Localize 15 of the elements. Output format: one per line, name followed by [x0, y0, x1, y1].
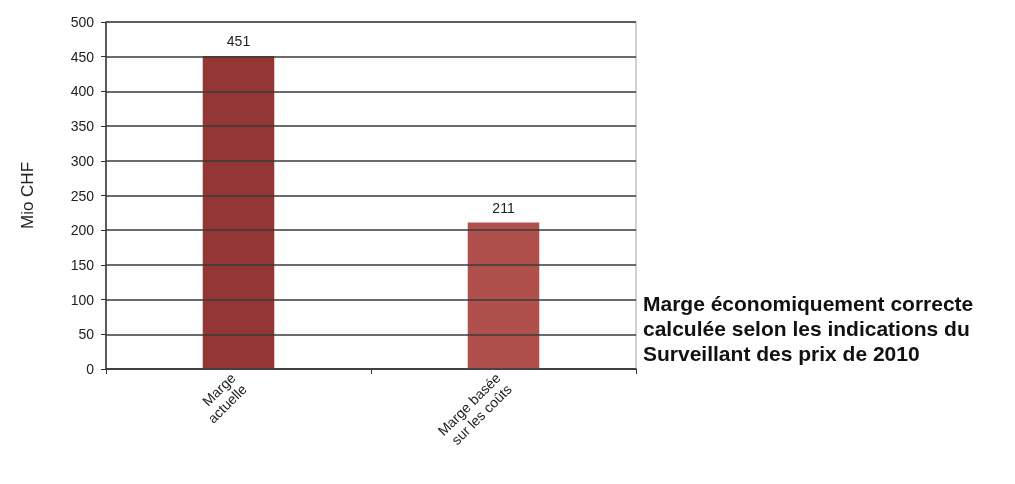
data-label: 211	[492, 199, 515, 216]
y-tick-label: 350	[70, 118, 95, 135]
y-tick-label: 0	[86, 361, 95, 377]
data-label: 451	[226, 33, 251, 50]
y-tick-label: 100	[70, 291, 95, 308]
y-tick-label: 250	[70, 187, 95, 204]
y-tick-label: 400	[70, 83, 95, 100]
y-tick-label: 300	[70, 152, 95, 169]
y-tick-label: 500	[70, 14, 95, 30]
y-axis-title: Mio CHF	[18, 161, 37, 230]
text: Marge économiquement correcte calculée selon les indications du Surveillant des prix de 2010	[643, 292, 980, 365]
y-tick-label: 50	[78, 326, 95, 343]
y-tick-label: 450	[70, 48, 95, 65]
y-tick-label: 150	[70, 256, 95, 273]
y-tick-label: 200	[70, 222, 95, 239]
